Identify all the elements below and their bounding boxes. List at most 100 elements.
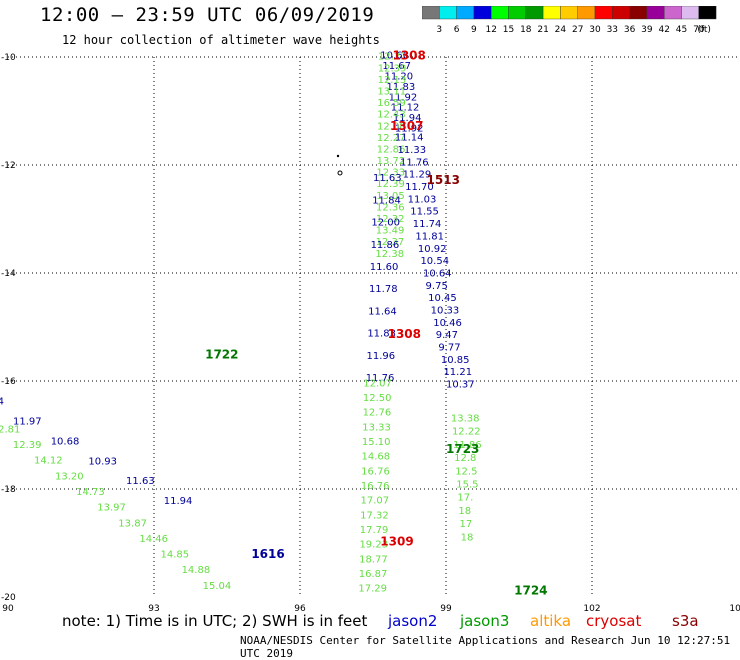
wave-height-value: 14.88 xyxy=(182,565,211,576)
legend-tick-label: 24 xyxy=(555,25,567,35)
track-id-label: 1513 xyxy=(427,173,460,187)
wave-height-value: 13.87 xyxy=(118,518,147,529)
wave-height-value: 10.45 xyxy=(428,293,457,304)
track-id-label: 1724 xyxy=(514,583,547,597)
legend-s3a: s3a xyxy=(672,612,699,630)
wave-height-value: 12.39 xyxy=(378,63,407,74)
wave-height-value: 16.76 xyxy=(361,466,390,477)
wave-height-value: 11.03 xyxy=(408,194,437,205)
legend-tick-label: 36 xyxy=(624,25,636,35)
wave-height-value: 12.08 xyxy=(377,121,406,132)
legend-tick-label: 45 xyxy=(676,25,687,35)
wave-height-value: 10.64 xyxy=(423,268,452,279)
wave-height-value: 11.92 xyxy=(389,92,418,103)
legend-tick-label: 15 xyxy=(503,25,514,35)
wave-height-value: 11.29 xyxy=(403,170,432,181)
wave-height-value: 11.83 xyxy=(367,329,396,340)
legend-jason2: jason2 xyxy=(388,612,438,630)
wave-height-value: 10.68 xyxy=(51,436,80,447)
wave-height-value: 9.75 xyxy=(426,281,448,292)
map-subtitle: 12 hour collection of altimeter wave hei… xyxy=(62,33,380,47)
legend-jason3: jason3 xyxy=(460,612,510,630)
legend-tick-label: 12 xyxy=(485,25,496,35)
wave-height-value: 17. xyxy=(457,493,473,504)
wave-height-value: 11.94 xyxy=(393,113,422,124)
wave-height-value: 10.68 xyxy=(380,51,409,62)
wave-height-value: 11.86 xyxy=(371,240,400,251)
wave-height-value: 12.33 xyxy=(376,168,405,179)
x-tick-label: 99 xyxy=(440,604,452,614)
track-id-label: 1616 xyxy=(251,547,284,561)
legend-cryosat: cryosat xyxy=(586,612,642,630)
wave-height-value: 16.87 xyxy=(359,569,388,580)
legend-tick-label: 42 xyxy=(658,25,669,35)
wave-height-value: 13.72 xyxy=(377,156,406,167)
wave-height-value: 10.93 xyxy=(88,456,117,467)
track-id-label: 1308 xyxy=(388,327,421,341)
legend-tick-label: 21 xyxy=(537,25,548,35)
wave-height-value: 10.92 xyxy=(418,244,447,255)
wave-height-value: 11.67 xyxy=(382,61,411,72)
wave-height-value: 12.86 xyxy=(377,144,406,155)
wave-height-value: 11.96 xyxy=(367,351,396,362)
wave-height-value: 18 xyxy=(458,506,471,517)
wave-height-value: 11.86 xyxy=(453,440,482,451)
wave-height-value: 17 xyxy=(460,519,473,530)
y-tick-label: -12 xyxy=(1,161,16,171)
wave-height-value: 14.12 xyxy=(34,456,63,467)
wave-height-value: 11.74 xyxy=(413,219,442,230)
wave-height-value: 11.20 xyxy=(384,71,413,82)
wave-height-value: 12.50 xyxy=(363,393,392,404)
wave-height-value: 11.76 xyxy=(400,157,429,168)
wave-height-value: 11.97 xyxy=(13,417,42,428)
wave-height-value: 16.76 xyxy=(361,481,390,492)
island-marker xyxy=(336,154,340,158)
wave-height-value: 12.8 xyxy=(454,453,476,464)
wave-height-value: 10.85 xyxy=(441,355,470,366)
wave-height-value: 13.97 xyxy=(97,503,126,514)
wave-height-value: 11.33 xyxy=(397,145,426,156)
wave-height-value: 13.11 xyxy=(377,86,406,97)
wave-height-value: 9.47 xyxy=(436,330,458,341)
wave-height-value: 15.10 xyxy=(362,437,391,448)
wave-height-value: 11.94 xyxy=(164,496,193,507)
credit-line: NOAA/NESDIS Center for Satellite Applica… xyxy=(240,634,731,660)
legend-unit: (ft) xyxy=(697,25,711,35)
y-tick-label: -10 xyxy=(1,53,16,63)
wave-height-value: 11.92 xyxy=(395,124,424,135)
track-id-label: 1723 xyxy=(446,442,479,456)
x-tick-label: 102 xyxy=(583,604,600,614)
wave-height-value: 11.63 xyxy=(126,476,155,487)
wave-height-value: 12.76 xyxy=(363,408,392,419)
legend-swatch xyxy=(698,6,717,20)
x-tick-label: 96 xyxy=(294,604,306,614)
wave-height-value: 9.77 xyxy=(438,342,460,353)
wave-height-value: 15.04 xyxy=(203,581,232,592)
wave-height-value: 11.83 xyxy=(387,82,416,93)
wave-height-value: 11.70 xyxy=(405,182,434,193)
wave-height-value: 11.78 xyxy=(369,284,398,295)
legend-tick-label: 33 xyxy=(607,25,618,35)
wave-height-value: 12.38 xyxy=(375,249,404,260)
x-tick-label: 90 xyxy=(2,604,14,614)
wave-height-value: 11.81 xyxy=(415,231,444,242)
wave-height-value: 13.20 xyxy=(55,471,84,482)
legend-tick-label: 70 xyxy=(693,25,705,35)
wave-height-value: 12.13 xyxy=(378,75,407,86)
wave-height-value: 10.33 xyxy=(431,305,460,316)
wave-height-value: 12.39 xyxy=(376,179,405,190)
wave-height-value: 12.00 xyxy=(371,218,400,229)
wave-height-value: 13.33 xyxy=(362,422,391,433)
track-id-label: 1309 xyxy=(380,535,413,549)
legend-tick-label: 3 xyxy=(436,25,442,35)
track-id-label: 1307 xyxy=(390,119,423,133)
wave-height-value: 11.76 xyxy=(366,373,395,384)
map-title: 12:00 – 23:59 UTC 06/09/2019 xyxy=(40,4,375,26)
y-tick-label: -16 xyxy=(1,377,16,387)
legend-tick-label: 9 xyxy=(471,25,477,35)
y-tick-label: -18 xyxy=(1,485,16,495)
legend-tick-label: 27 xyxy=(572,25,583,35)
y-tick-label: -14 xyxy=(1,269,16,279)
wave-height-value: 13.38 xyxy=(451,414,480,425)
